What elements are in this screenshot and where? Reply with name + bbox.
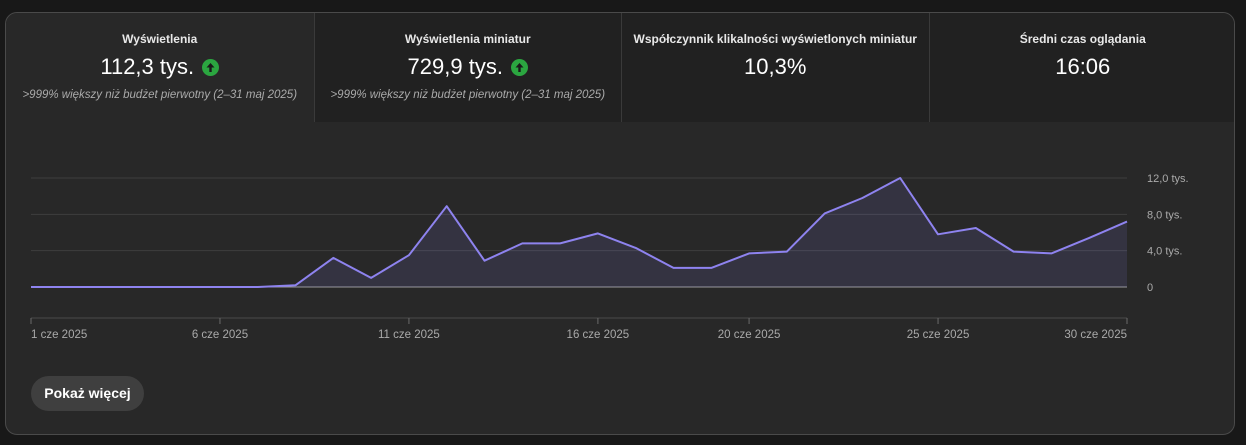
data-point — [445, 204, 449, 208]
series-line — [31, 177, 1128, 288]
metric-value: 112,3 tys. — [100, 54, 195, 79]
metric-label: Średni czas oglądania — [1019, 32, 1146, 46]
data-point — [823, 211, 827, 215]
metric-tab-impressions[interactable]: Wyświetlenia miniatur 729,9 tys. >999% w… — [313, 13, 621, 122]
x-tick-label: 30 cze 2025 — [1064, 329, 1127, 341]
metric-label: Współczynnik klikalności wyświetlonych m… — [633, 32, 917, 46]
data-point — [709, 266, 713, 270]
show-more-button[interactable]: Pokaż więcej — [31, 376, 144, 411]
x-tick-label: 25 cze 2025 — [907, 329, 970, 341]
data-point — [974, 226, 978, 230]
data-point — [1125, 220, 1129, 224]
y-tick-label: 0 — [1147, 282, 1153, 294]
series-area — [31, 178, 1127, 287]
data-point — [898, 176, 902, 180]
data-point — [256, 285, 260, 289]
data-point — [1012, 250, 1016, 254]
metrics-row: Wyświetlenia 112,3 tys. >999% większy ni… — [6, 13, 1234, 122]
metric-tab-avg-watch-time[interactable]: Średni czas oglądania 16:06 — [928, 13, 1234, 122]
y-tick-label: 8,0 tys. — [1147, 209, 1182, 221]
data-point — [67, 285, 71, 289]
data-point — [634, 246, 638, 250]
x-tick-label: 1 cze 2025 — [31, 329, 87, 341]
x-tick-label: 11 cze 2025 — [378, 329, 440, 341]
data-point — [558, 241, 562, 245]
data-point — [180, 285, 184, 289]
data-point — [407, 253, 411, 257]
metric-tab-views[interactable]: Wyświetlenia 112,3 tys. >999% większy ni… — [6, 13, 314, 122]
data-point — [294, 283, 298, 287]
x-tick-label: 20 cze 2025 — [718, 329, 781, 341]
metric-tab-ctr[interactable]: Współczynnik klikalności wyświetlonych m… — [621, 13, 929, 122]
x-tick-label: 16 cze 2025 — [567, 329, 630, 341]
data-point — [331, 256, 335, 260]
metric-value: 729,9 tys. — [407, 54, 503, 79]
data-point — [369, 276, 373, 280]
metric-value: 10,3% — [744, 54, 807, 79]
data-point — [747, 251, 751, 255]
data-point — [672, 266, 676, 270]
data-point — [105, 285, 109, 289]
metric-note: >999% większy niż budżet pierwotny (2–31… — [22, 89, 298, 101]
y-tick-label: 12,0 tys. — [1147, 173, 1189, 185]
analytics-card: Wyświetlenia 112,3 tys. >999% większy ni… — [5, 12, 1235, 435]
metric-note: >999% większy niż budżet pierwotny (2–31… — [330, 89, 606, 101]
data-point — [860, 196, 864, 200]
data-point — [218, 285, 222, 289]
metric-value: 16:06 — [1055, 54, 1111, 79]
x-tick-label: 6 cze 2025 — [192, 329, 248, 341]
metric-label: Wyświetlenia — [122, 32, 198, 46]
data-point — [785, 250, 789, 254]
metric-label: Wyświetlenia miniatur — [404, 32, 531, 46]
data-point — [1087, 236, 1091, 240]
data-point — [142, 285, 146, 289]
data-point — [596, 231, 600, 235]
views-chart: 0 4,0 tys. 8,0 tys. 12,0 tys. 1 cze 2025 6 cz… — [29, 173, 1189, 341]
y-tick-label: 4,0 tys. — [1147, 246, 1182, 258]
data-point — [520, 241, 524, 245]
up-arrow-icon — [202, 58, 220, 76]
up-arrow-icon — [510, 58, 528, 76]
data-point — [1049, 251, 1053, 255]
data-point — [29, 285, 33, 289]
data-point — [936, 232, 940, 236]
data-point — [483, 259, 487, 263]
